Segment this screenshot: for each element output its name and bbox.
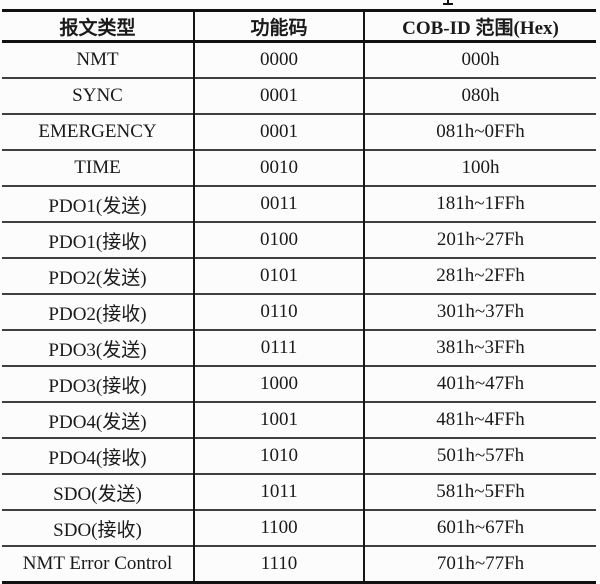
cell-message-type: EMERGENCY <box>2 113 195 150</box>
cell-message-type: PDO1(接收) <box>2 221 195 258</box>
cell-message-type: PDO4(接收) <box>2 437 195 474</box>
cell-cob-id-range: 701h~77Fh <box>364 545 596 583</box>
cell-cob-id-range: 281h~2FFh <box>364 257 596 294</box>
cell-function-code: 1000 <box>194 365 365 402</box>
table-row: TIME 0010 100h <box>2 149 596 186</box>
cell-message-type: SYNC <box>2 77 195 114</box>
cob-id-table: 报文类型 功能码 COB-ID 范围(Hex) NMT 0000 000h SY… <box>2 9 596 584</box>
table-row: PDO1(接收) 0100 201h~27Fh <box>2 221 596 258</box>
cell-message-type: TIME <box>2 149 195 186</box>
fragment-base <box>443 3 453 5</box>
cell-function-code: 0011 <box>194 185 365 222</box>
cell-message-type: PDO3(发送) <box>2 329 195 366</box>
cell-cob-id-range: 181h~1FFh <box>364 185 596 222</box>
header-cob-id-range: COB-ID 范围(Hex) <box>364 10 596 43</box>
cell-message-type: SDO(发送) <box>2 473 195 510</box>
cell-cob-id-range: 601h~67Fh <box>364 509 596 546</box>
cell-message-type: PDO4(发送) <box>2 401 195 438</box>
cell-function-code: 0110 <box>194 293 365 330</box>
table-header-row: 报文类型 功能码 COB-ID 范围(Hex) <box>2 10 596 43</box>
cell-cob-id-range: 100h <box>364 149 596 186</box>
cell-function-code: 0101 <box>194 257 365 294</box>
table-row: PDO2(接收) 0110 301h~37Fh <box>2 293 596 330</box>
table-row: EMERGENCY 0001 081h~0FFh <box>2 113 596 150</box>
cell-function-code: 1100 <box>194 509 365 546</box>
cell-function-code: 0111 <box>194 329 365 366</box>
cell-cob-id-range: 301h~37Fh <box>364 293 596 330</box>
cell-cob-id-range: 080h <box>364 77 596 114</box>
table-body: NMT 0000 000h SYNC 0001 080h EMERGENCY 0… <box>2 41 596 583</box>
cell-function-code: 0001 <box>194 77 365 114</box>
cell-function-code: 0001 <box>194 113 365 150</box>
cropped-text-fragment <box>442 0 454 6</box>
table-row: SDO(发送) 1011 581h~5FFh <box>2 473 596 510</box>
cell-message-type: PDO3(接收) <box>2 365 195 402</box>
cell-cob-id-range: 581h~5FFh <box>364 473 596 510</box>
cell-function-code: 1001 <box>194 401 365 438</box>
cell-function-code: 0010 <box>194 149 365 186</box>
cell-message-type: NMT Error Control <box>2 545 195 583</box>
table-row: PDO3(发送) 0111 381h~3FFh <box>2 329 596 366</box>
table-row: NMT Error Control 1110 701h~77Fh <box>2 545 596 583</box>
cell-cob-id-range: 381h~3FFh <box>364 329 596 366</box>
table-row: PDO2(发送) 0101 281h~2FFh <box>2 257 596 294</box>
table-row: SDO(接收) 1100 601h~67Fh <box>2 509 596 546</box>
cell-cob-id-range: 000h <box>461 49 500 70</box>
table-row: SYNC 0001 080h <box>2 77 596 114</box>
cell-message-type: SDO(接收) <box>2 509 195 546</box>
cell-message-type: PDO1(发送) <box>2 185 195 222</box>
cell-function-code: 1110 <box>194 545 365 583</box>
cell-message-type: PDO2(接收) <box>2 293 195 330</box>
cell-cob-id-range: 201h~27Fh <box>364 221 596 258</box>
cell-function-code: 1010 <box>194 437 365 474</box>
cell-cob-id-range: 501h~57Fh <box>364 437 596 474</box>
cell-function-code: 1011 <box>194 473 365 510</box>
table-row: PDO4(接收) 1010 501h~57Fh <box>2 437 596 474</box>
header-message-type: 报文类型 <box>2 10 195 43</box>
cell-cob-id-range: 481h~4FFh <box>364 401 596 438</box>
cell-message-type: NMT <box>2 41 195 78</box>
cell-function-code: 0000 <box>194 41 365 78</box>
table-row: NMT 0000 000h <box>2 41 596 78</box>
cell-cob-id-range: 401h~47Fh <box>364 365 596 402</box>
table-row: PDO4(发送) 1001 481h~4FFh <box>2 401 596 438</box>
cell-cob-id-range: 081h~0FFh <box>364 113 596 150</box>
table-row: PDO1(发送) 0011 181h~1FFh <box>2 185 596 222</box>
cell-message-type: PDO2(发送) <box>2 257 195 294</box>
cell-function-code: 0100 <box>194 221 365 258</box>
fragment-stem <box>447 0 449 5</box>
header-function-code: 功能码 <box>194 10 365 43</box>
table-row: PDO3(接收) 1000 401h~47Fh <box>2 365 596 402</box>
